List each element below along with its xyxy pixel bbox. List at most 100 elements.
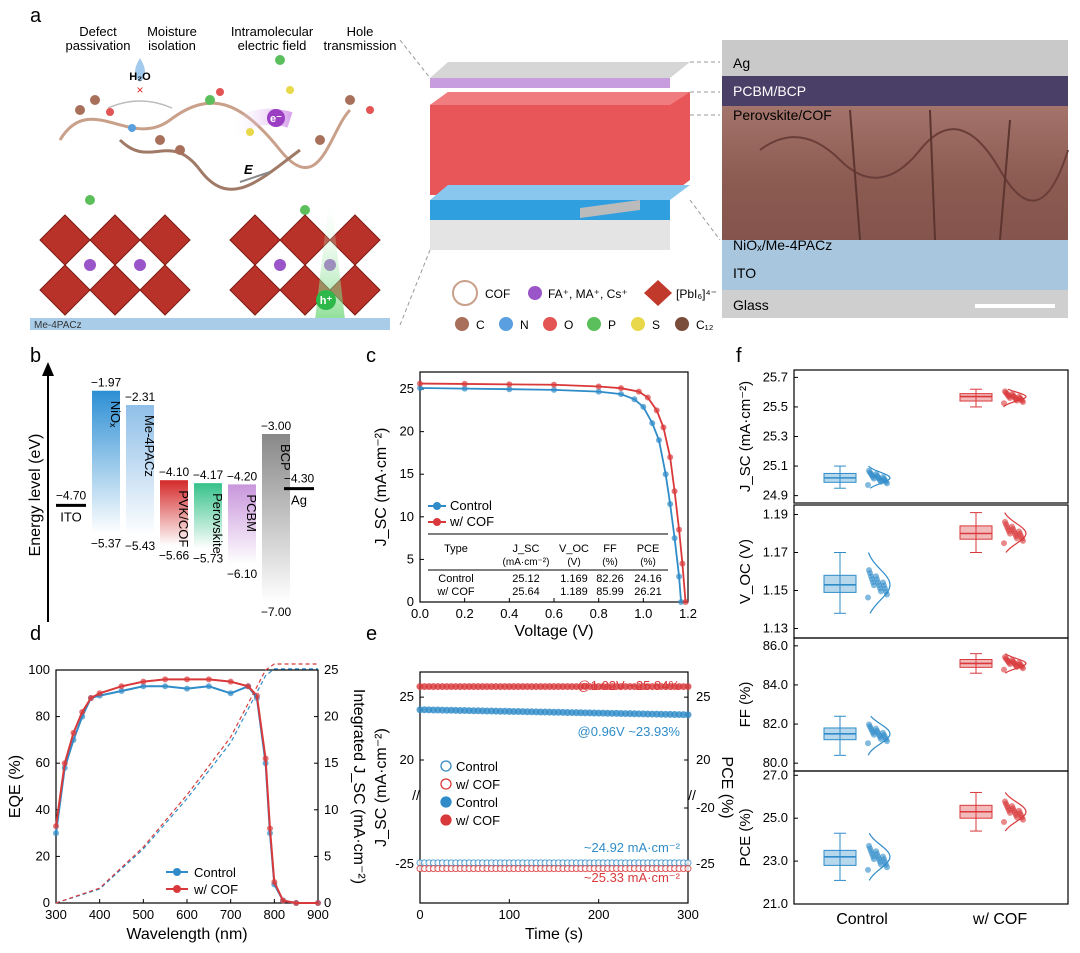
data-point [679,560,686,567]
y-tick-label: 1.17 [763,545,788,560]
y2-axis-label: PCE (%) [718,756,735,818]
distribution-point [865,866,871,873]
legend-marker [440,796,452,808]
y2-tick-label: 20 [324,709,338,724]
nitrogen-atom-icon [499,317,513,331]
data-point [618,391,624,398]
band-name: Me-4PACz [142,415,157,477]
sem-label-perovskite: Perovskite/COF [733,107,832,123]
x-tick-label: 0.0 [411,606,429,621]
y-tick-label: 60 [36,755,50,770]
cof-icon [452,280,478,306]
box-body [823,574,857,593]
subplot-frame [793,637,1069,772]
band-top-value: −1.97 [91,376,122,390]
box-body [959,525,993,540]
device-stack [399,39,721,326]
y-tick-label: 0 [43,895,50,910]
y2-tick-label: 10 [324,802,338,817]
field-arrow [239,171,271,183]
data-point [662,471,669,478]
eqe-point [87,694,94,701]
band-name: ITO [60,509,81,524]
table-header: FF [603,543,617,555]
y2-tick-label: -25 [696,856,715,871]
distribution-point [1002,518,1008,525]
eqe-point [140,683,147,690]
legend-row-1: COF FA⁺, MA⁺, Cs⁺ [PbI₆]⁴⁻ [452,280,717,306]
band-bottom-value: −5.73 [193,552,224,566]
field-label: E [244,162,253,177]
x-tick-label: 200 [588,907,610,922]
y-axis-label: J_SC (mA·cm⁻²) [373,428,390,547]
eqe-point [70,729,77,736]
distribution-point [873,470,879,477]
y-tick-label: 80.0 [763,755,788,770]
y-tick-label: 15 [400,466,414,481]
y2-tick-label: 5 [324,848,331,863]
cof-molecule-chain [58,101,352,170]
y2-tick-label: 25 [696,689,710,704]
table-unit: (%) [640,557,656,568]
sulfur-atom-icon [631,317,645,331]
y-tick-label: 23.0 [763,853,788,868]
sem-label-ito: ITO [733,265,756,281]
eqe-point [266,825,273,832]
category-label: w/ COF [972,911,1027,928]
legend-label: w/ COF [193,882,238,897]
table-cell: 85.99 [596,586,624,598]
x-tick-label: 700 [220,907,242,922]
x-tick-label: 100 [498,907,520,922]
x-tick-label: 1.2 [679,606,697,621]
y-tick-label: 5 [407,551,414,566]
perovskite-octahedra-right [229,214,381,316]
distribution-point [1009,391,1015,398]
y-tick-label: 40 [36,802,50,817]
legend-row-2: C N O P S C₁₂ [455,317,714,332]
category-label: Control [836,911,888,928]
x-tick-label: 1.0 [634,606,652,621]
eqe-point [245,683,252,690]
y-tick-label: 24.9 [763,488,788,503]
distribution-point [1001,400,1007,407]
y-tick-label: 82.0 [763,716,788,731]
distribution-point [873,848,879,855]
energy-axis-arrow-icon [42,362,54,376]
table-cell: 25.64 [512,586,540,598]
legend-label: Control [194,865,236,880]
band-bottom-value: −7.00 [261,605,292,619]
distribution-point [865,594,871,601]
distribution-point [1016,393,1022,400]
data-point [417,380,423,387]
oxygen-atom-icon [543,317,557,331]
sem-label-nio: NiOₓ/Me-4PACz [733,237,832,253]
panel-e: e // // 0 100 200 300 20 25 -25 20 25 -20 -25 Time (s… [366,623,735,943]
legend-c12: C₁₂ [696,318,714,332]
eqe-point [162,676,169,683]
y-tick-label: 1.15 [763,583,788,598]
y-tick-label: 86.0 [763,638,788,653]
subplot-frame [793,369,1069,504]
distribution-point [880,729,886,736]
eqe-point [227,678,234,685]
data-point [640,403,647,410]
annotation-red-bottom: ~25.33 mA·cm⁻² [584,870,681,885]
cation-spheres [84,259,336,271]
y-tick-label: -25 [395,856,414,871]
table-header: Type [444,543,468,555]
y-tick-label: 80 [36,709,50,724]
y2-tick-label: -20 [696,800,715,815]
distribution-point [1016,659,1022,666]
legend-label: w/ COF [449,514,494,529]
distribution-curve [868,465,891,489]
jv-chart: 0.0 0.2 0.4 0.6 0.8 1.0 1.2 0 5 10 15 20 25 Voltage (… [373,371,697,640]
legend-marker [440,760,452,772]
panel-f: f 24.9 25.1 25.3 25.5 25.7 J_SC (mA·cm⁻²) 1.13… [736,345,1069,928]
table-cell: 1.189 [560,586,588,598]
band-top-value: −3.00 [261,419,292,433]
band-diagram: −4.70 ITO −1.97 −5.37 NiOₓ−2.31 −5.43 Me-4PACz… [56,376,315,619]
stability-chart: // // 0 100 200 300 20 25 -25 20 25 -20 -25 Time (s) J… [373,671,735,943]
data-point [595,383,602,390]
y-axis-label: FF (%) [737,682,754,728]
eqe-line-0 [55,685,318,904]
